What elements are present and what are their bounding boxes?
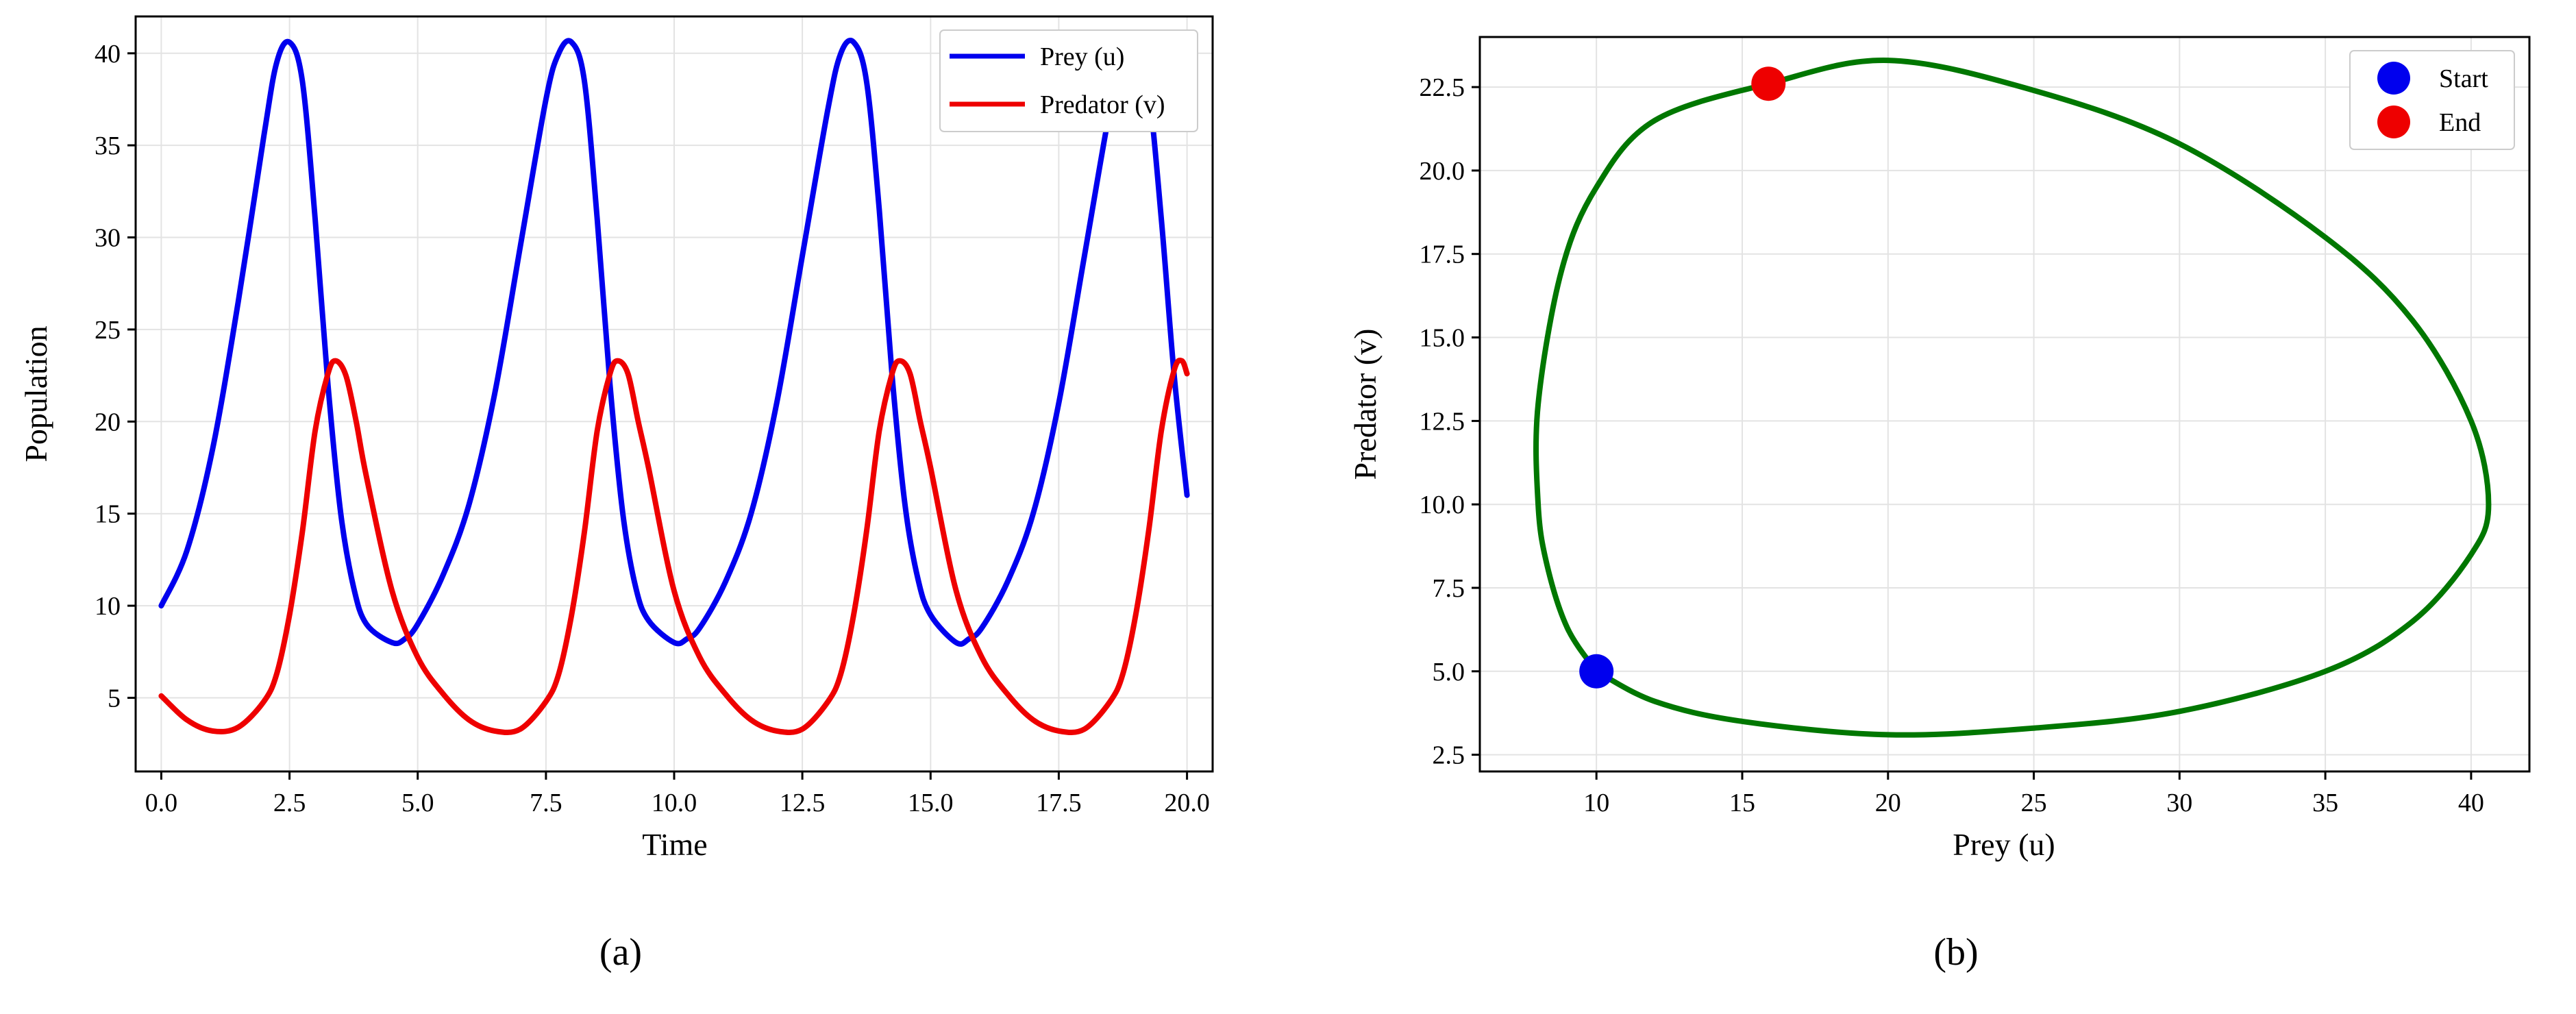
y-tick-label: 7.5 (1433, 574, 1465, 603)
x-tick-label: 20 (1875, 789, 1901, 817)
x-tick-label: 2.5 (273, 789, 306, 817)
x-tick-label: 20.0 (1164, 789, 1210, 817)
x-tick-label: 40 (2458, 789, 2484, 817)
panel-b-phase-portrait: 10 15 20 25 30 35 40 2.5 5.0 7.5 10.0 12.5 15.0 17.5 2… (1348, 36, 2531, 974)
y-tick-label: 20.0 (1420, 157, 1465, 186)
panel-a-ticks: 0.0 2.5 5.0 7.5 10.0 12.5 15.0 17.5 20.0 5 10 15 20 2… (95, 40, 1210, 817)
x-tick-label: 30 (2166, 789, 2192, 817)
panel-b-caption: (b) (1933, 931, 1978, 974)
panel-b-grid (1480, 37, 2529, 771)
legend-predator-label: Predator (v) (1040, 90, 1165, 119)
y-tick-label: 2.5 (1433, 741, 1465, 770)
series-line-predator-v (158, 357, 1190, 736)
x-tick-label: 15 (1729, 789, 1755, 817)
panel-b-legend: Start End (2349, 50, 2515, 150)
panel-a-series (158, 37, 1190, 736)
panel-a-x-axis-label: Time (642, 827, 707, 862)
y-tick-label: 20 (95, 408, 121, 436)
x-tick-label: 10.0 (652, 789, 697, 817)
y-tick-label: 5 (108, 684, 121, 713)
x-tick-label: 25 (2021, 789, 2047, 817)
x-tick-label: 15.0 (908, 789, 954, 817)
legend-end-label: End (2439, 108, 2481, 137)
x-tick-label: 12.5 (780, 789, 826, 817)
y-tick-label: 10 (95, 592, 121, 621)
y-tick-label: 35 (95, 132, 121, 160)
y-tick-label: 30 (95, 224, 121, 253)
panel-b-markers (1579, 66, 1786, 689)
end-point-marker (1751, 66, 1786, 101)
y-tick-label: 12.5 (1420, 407, 1465, 436)
panel-a-time-series: 0.0 2.5 5.0 7.5 10.0 12.5 15.0 17.5 20.0 5 10 15 20 2… (18, 15, 1214, 974)
legend-prey-label: Prey (u) (1040, 42, 1124, 71)
x-tick-label: 10 (1583, 789, 1609, 817)
panel-a-grid (136, 16, 1213, 771)
panel-b-series (1533, 58, 2492, 738)
legend-start-label: Start (2439, 64, 2488, 93)
y-tick-label: 5.0 (1433, 658, 1465, 687)
x-tick-label: 35 (2312, 789, 2338, 817)
y-tick-label: 40 (95, 40, 121, 69)
panel-b-ticks: 10 15 20 25 30 35 40 2.5 5.0 7.5 10.0 12.5 15.0 17.5 2… (1420, 73, 2484, 817)
start-point-marker (1579, 654, 1614, 689)
y-tick-label: 15 (95, 500, 121, 529)
x-tick-label: 0.0 (145, 789, 178, 817)
x-tick-label: 7.5 (530, 789, 562, 817)
legend-start-marker (2377, 62, 2410, 95)
y-tick-label: 22.5 (1420, 73, 1465, 102)
x-tick-label: 5.0 (401, 789, 434, 817)
panel-b-legend-box (2349, 50, 2515, 150)
x-tick-label: 17.5 (1036, 789, 1082, 817)
y-tick-label: 17.5 (1420, 240, 1465, 269)
panel-b-y-axis-label: Predator (v) (1348, 329, 1383, 480)
series-line-trajectory (1533, 58, 2492, 738)
y-tick-label: 25 (95, 316, 121, 345)
legend-end-marker (2377, 106, 2410, 138)
panel-b-x-axis-label: Prey (u) (1953, 827, 2055, 862)
panel-a-caption: (a) (599, 931, 642, 974)
panel-a-y-axis-label: Population (18, 325, 53, 462)
panel-a-legend: Prey (u) Predator (v) (939, 29, 1198, 132)
panel-b-plot-frame (1478, 36, 2531, 773)
y-tick-label: 10.0 (1420, 491, 1465, 519)
y-tick-label: 15.0 (1420, 324, 1465, 353)
